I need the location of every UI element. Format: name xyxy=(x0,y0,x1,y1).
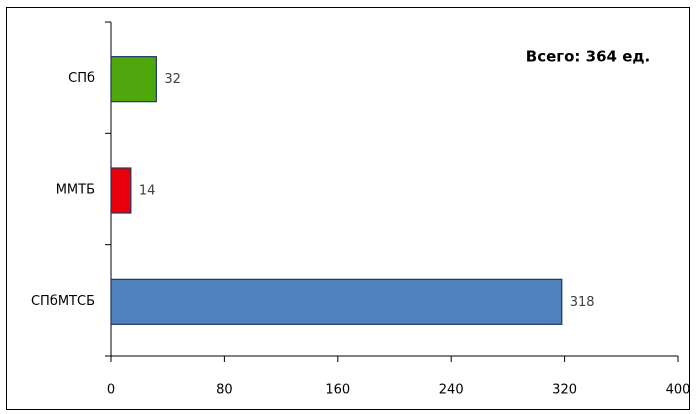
value-label: 14 xyxy=(139,184,156,199)
value-label: 32 xyxy=(164,72,181,87)
x-tick-label: 240 xyxy=(439,383,464,398)
x-tick-label: 80 xyxy=(216,383,233,398)
annotation: Всего: 364 ед. xyxy=(526,48,650,66)
x-tick-label: 400 xyxy=(666,383,691,398)
y-tick-label: СПб xyxy=(68,71,95,86)
bar xyxy=(110,56,157,103)
x-tick-label: 160 xyxy=(325,383,350,398)
bar xyxy=(110,278,563,325)
value-label: 318 xyxy=(570,295,595,310)
chart-border xyxy=(6,7,690,410)
x-tick-label: 320 xyxy=(552,383,577,398)
y-tick-label: СПбМТСБ xyxy=(31,294,95,309)
bar xyxy=(110,167,132,214)
y-tick-label: ММТБ xyxy=(56,183,95,198)
x-tick-label: 0 xyxy=(107,383,115,398)
